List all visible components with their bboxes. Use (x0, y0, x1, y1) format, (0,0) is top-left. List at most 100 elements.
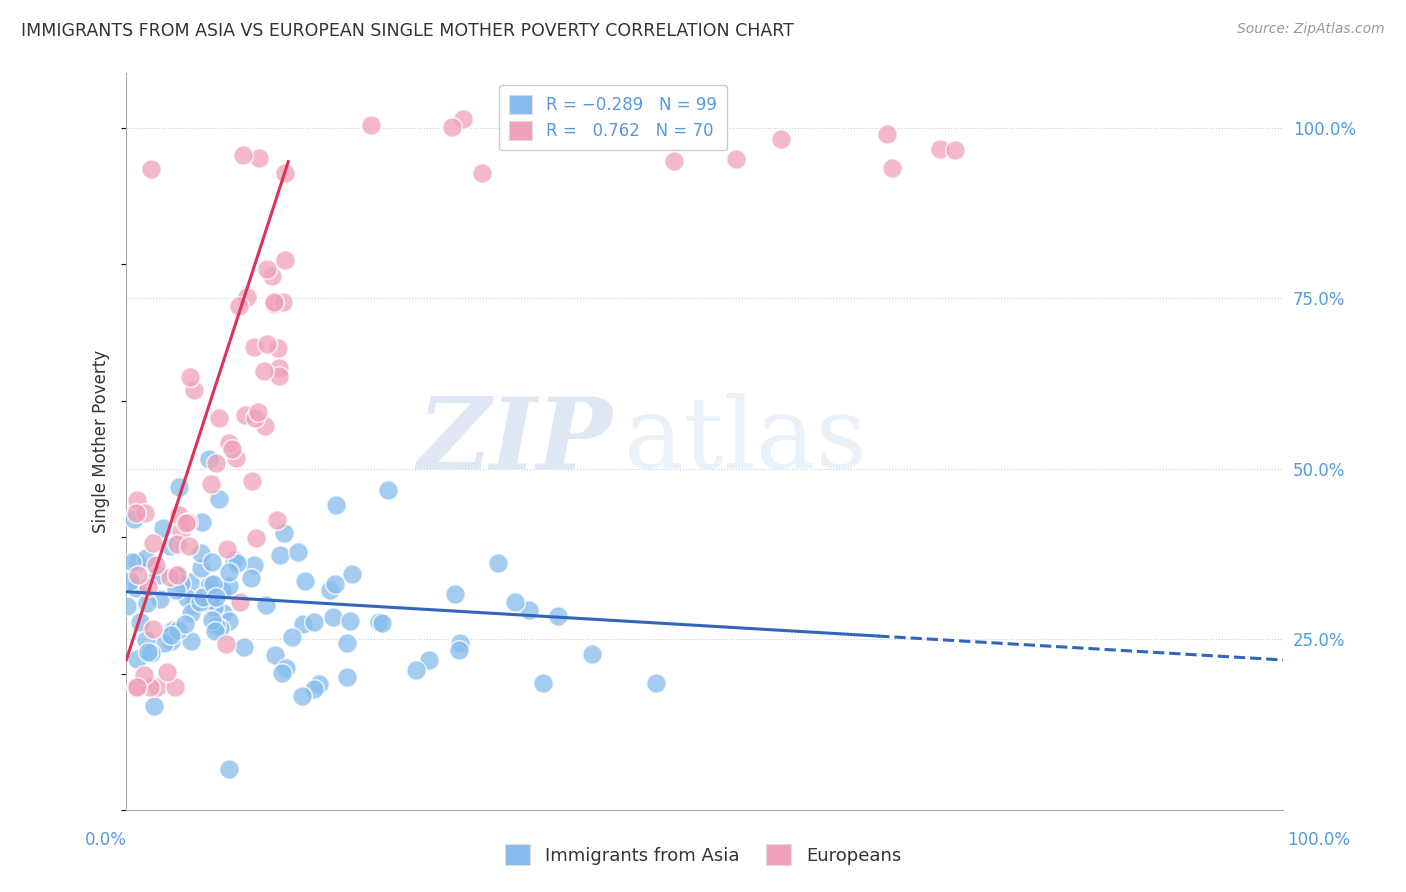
Point (236, 290, 259, 304)
Point (302, 681, 325, 696)
Point (128, 615, 150, 629)
Text: 100.0%: 100.0% (1288, 831, 1350, 849)
Point (274, 661, 297, 675)
Point (127, 680, 149, 694)
Point (127, 555, 149, 569)
Point (291, 616, 314, 631)
Point (225, 556, 247, 570)
Point (139, 680, 162, 694)
Point (880, 161, 903, 175)
Text: 0.0%: 0.0% (84, 831, 127, 849)
Point (180, 633, 202, 648)
Point (371, 615, 394, 630)
Point (271, 295, 294, 310)
Point (449, 636, 471, 650)
Point (876, 128, 898, 142)
Text: Source: ZipAtlas.com: Source: ZipAtlas.com (1237, 22, 1385, 37)
Point (180, 606, 202, 620)
Point (141, 646, 163, 660)
Point (471, 166, 494, 180)
Point (269, 548, 291, 562)
Point (225, 450, 247, 465)
Point (166, 567, 188, 582)
Point (405, 663, 427, 677)
Point (245, 411, 267, 425)
Point (253, 363, 276, 377)
Point (441, 120, 464, 134)
Point (190, 546, 212, 560)
Point (517, 603, 540, 617)
Point (191, 515, 214, 529)
Point (503, 595, 526, 609)
Text: atlas: atlas (624, 393, 866, 490)
Point (645, 675, 668, 690)
Point (195, 583, 218, 598)
Text: IMMIGRANTS FROM ASIA VS EUROPEAN SINGLE MOTHER POVERTY CORRELATION CHART: IMMIGRANTS FROM ASIA VS EUROPEAN SINGLE … (21, 22, 794, 40)
Point (291, 690, 314, 704)
Legend: R = −0.289   N = 99, R =   0.762   N = 70: R = −0.289 N = 99, R = 0.762 N = 70 (499, 85, 727, 150)
Point (117, 599, 139, 613)
Point (360, 119, 382, 133)
Point (138, 645, 160, 659)
Point (377, 483, 399, 497)
Point (246, 405, 269, 419)
Point (444, 587, 467, 601)
Point (127, 568, 149, 582)
Point (215, 637, 238, 651)
Point (267, 361, 290, 376)
Point (486, 556, 509, 570)
Point (177, 515, 200, 529)
Point (218, 436, 240, 450)
Point (245, 531, 267, 545)
Point (155, 665, 177, 679)
Point (121, 555, 143, 569)
Point (179, 575, 201, 590)
Point (141, 161, 163, 176)
Point (145, 680, 167, 694)
Point (145, 558, 167, 572)
Point (166, 537, 188, 551)
Point (198, 576, 221, 591)
Point (125, 492, 148, 507)
Point (201, 576, 224, 591)
Point (174, 516, 197, 530)
Point (165, 582, 187, 597)
Point (342, 566, 364, 581)
Point (531, 676, 554, 690)
Point (222, 553, 245, 567)
Point (254, 599, 277, 613)
Point (125, 652, 148, 666)
Point (179, 370, 201, 384)
Point (274, 253, 297, 268)
Point (769, 131, 792, 145)
Point (221, 442, 243, 457)
Point (208, 491, 231, 506)
Point (218, 614, 240, 628)
Point (928, 143, 950, 157)
Point (325, 577, 347, 591)
Point (160, 634, 183, 648)
Point (418, 653, 440, 667)
Point (322, 610, 344, 624)
Point (142, 622, 165, 636)
Point (159, 539, 181, 553)
Point (163, 680, 186, 694)
Point (202, 599, 225, 614)
Point (211, 606, 233, 620)
Point (190, 561, 212, 575)
Point (160, 628, 183, 642)
Point (449, 643, 471, 657)
Y-axis label: Single Mother Poverty: Single Mother Poverty (93, 350, 110, 533)
Point (166, 624, 188, 638)
Point (201, 555, 224, 569)
Point (149, 592, 172, 607)
Point (152, 636, 174, 650)
Point (208, 621, 231, 635)
Point (581, 647, 603, 661)
Point (200, 477, 222, 491)
Point (943, 143, 966, 157)
Point (325, 498, 347, 512)
Point (339, 614, 361, 628)
Text: ZIP: ZIP (418, 393, 612, 490)
Legend: Immigrants from Asia, Europeans: Immigrants from Asia, Europeans (498, 837, 908, 872)
